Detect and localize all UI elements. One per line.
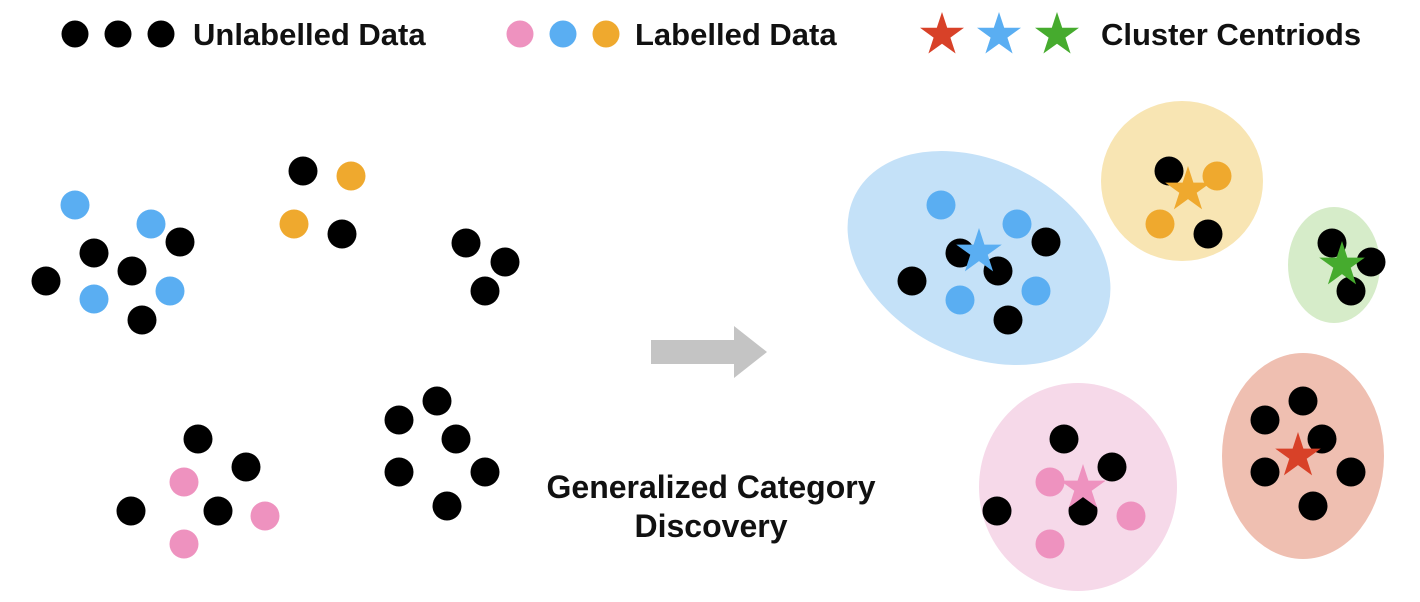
labelled-point-blue [79, 284, 109, 314]
unlabelled-point [993, 305, 1023, 335]
unlabelled-point [982, 496, 1012, 526]
unlabelled-point [451, 228, 481, 258]
labelled-point-pink [1035, 529, 1065, 559]
cluster-pink [979, 383, 1177, 591]
legend-unlabelled-label: Unlabelled Data [193, 17, 426, 52]
unlabelled-point [490, 247, 520, 277]
transform-arrow-icon [651, 326, 767, 378]
raw-group-pink [116, 424, 280, 559]
unlabelled-point [31, 266, 61, 296]
centroid-pink-star-icon [1060, 464, 1106, 508]
labelled-point-pink [169, 529, 199, 559]
unlabelled-point [1097, 452, 1127, 482]
cluster-orange [1101, 101, 1263, 261]
labelled-point-blue [60, 190, 90, 220]
unlabelled-point [1356, 247, 1386, 277]
labelled-point-blue [136, 209, 166, 239]
labelled-point-blue [1021, 276, 1051, 306]
unlabelled-point [470, 457, 500, 487]
legend-unlabelled: Unlabelled Data [61, 17, 426, 52]
cluster-blue [847, 150, 1111, 366]
unlabelled-point [1336, 276, 1366, 306]
legend-unlabelled-dot [104, 20, 132, 48]
centroid-blue-star-icon [956, 228, 1002, 272]
centroid-green-star-icon [1319, 241, 1365, 285]
labelled-point-orange [336, 161, 366, 191]
unlabelled-point [1336, 457, 1366, 487]
legend-centroids: Cluster Centriods [920, 12, 1361, 54]
caption-line1: Generalized Category [547, 469, 876, 505]
labelled-point-blue [1002, 209, 1032, 239]
raw-data [31, 156, 520, 559]
centroid-orange-star-icon [1165, 166, 1211, 210]
unlabelled-point [1250, 405, 1280, 435]
unlabelled-point [432, 491, 462, 521]
legend-centroids-label: Cluster Centriods [1101, 17, 1361, 52]
labelled-point-orange [279, 209, 309, 239]
unlabelled-point [117, 256, 147, 286]
unlabelled-point [288, 156, 318, 186]
legend-labelled-pink-dot [506, 20, 534, 48]
unlabelled-point [1288, 386, 1318, 416]
labelled-point-pink [169, 467, 199, 497]
legend-red-star-icon [920, 12, 964, 54]
labelled-point-pink [1116, 501, 1146, 531]
legend-green-star-icon [1035, 12, 1079, 54]
unlabelled-point [231, 452, 261, 482]
unlabelled-point [470, 276, 500, 306]
unlabelled-point [327, 219, 357, 249]
labelled-point-blue [926, 190, 956, 220]
unlabelled-point [422, 386, 452, 416]
raw-group-red [384, 386, 500, 521]
legend-labelled-orange-dot [592, 20, 620, 48]
unlabelled-point [384, 405, 414, 435]
labelled-point-pink [250, 501, 280, 531]
unlabelled-point [79, 238, 109, 268]
legend-labelled: Labelled Data [506, 17, 837, 52]
cluster-red [1222, 353, 1384, 559]
legend-labelled-label: Labelled Data [635, 17, 837, 52]
unlabelled-point [127, 305, 157, 335]
labelled-point-blue [155, 276, 185, 306]
raw-group-blue [31, 190, 195, 335]
unlabelled-point [203, 496, 233, 526]
raw-group-green [451, 228, 520, 306]
legend: Unlabelled Data Labelled Data Cluster Ce… [61, 12, 1361, 54]
unlabelled-point [1031, 227, 1061, 257]
unlabelled-point [897, 266, 927, 296]
unlabelled-point [1068, 496, 1098, 526]
labelled-point-orange [1202, 161, 1232, 191]
unlabelled-point [116, 496, 146, 526]
clusters [847, 101, 1386, 591]
cluster-orange-region [1101, 101, 1263, 261]
caption-line2: Discovery [635, 508, 788, 544]
legend-blue-star-icon [977, 12, 1021, 54]
unlabelled-point [1154, 156, 1184, 186]
unlabelled-point [983, 256, 1013, 286]
cluster-green [1288, 207, 1386, 323]
unlabelled-point [1250, 457, 1280, 487]
unlabelled-point [165, 227, 195, 257]
unlabelled-point [441, 424, 471, 454]
legend-unlabelled-dot [61, 20, 89, 48]
labelled-point-blue [945, 285, 975, 315]
legend-unlabelled-dot [147, 20, 175, 48]
centroid-red-star-icon [1275, 432, 1321, 476]
unlabelled-point [1307, 424, 1337, 454]
unlabelled-point [183, 424, 213, 454]
unlabelled-point [384, 457, 414, 487]
raw-group-orange [279, 156, 366, 249]
legend-labelled-blue-dot [549, 20, 577, 48]
unlabelled-point [1298, 491, 1328, 521]
labelled-point-orange [1145, 209, 1175, 239]
unlabelled-point [1049, 424, 1079, 454]
unlabelled-point [1193, 219, 1223, 249]
labelled-point-pink [1035, 467, 1065, 497]
